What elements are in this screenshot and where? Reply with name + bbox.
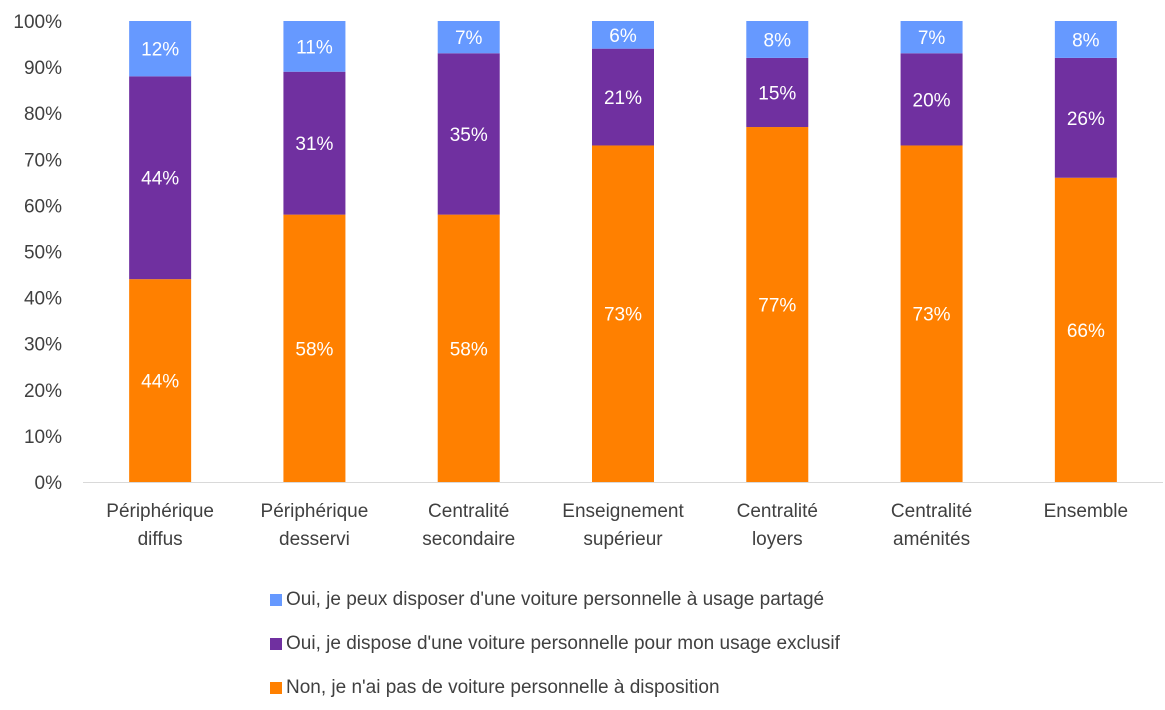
bar-segment — [283, 214, 346, 482]
legend-item-shared-car: Oui, je peux disposer d'une voiture pers… — [270, 578, 840, 622]
legend-item-exclusive-car: Oui, je dispose d'une voiture personnell… — [270, 622, 840, 666]
x-category-label: secondaire — [422, 529, 515, 550]
data-label: 73% — [604, 305, 642, 326]
data-label: 7% — [918, 28, 946, 49]
y-tick-label: 40% — [24, 289, 62, 310]
bar-segment — [900, 53, 963, 146]
stacked-bar-chart: 0% 10% 20% 30% 40% 50% 60% 70% 80% 90% 100% 44% 44% 1… — [13, 12, 1163, 550]
x-category-label: Enseignement — [562, 501, 684, 522]
data-label: 66% — [1067, 321, 1105, 342]
x-category-label: diffus — [138, 529, 183, 550]
bar-segment — [1054, 57, 1117, 178]
data-label: 7% — [455, 28, 483, 49]
bar-segment — [592, 21, 654, 49]
legend-item-no-car: Non, je n'ai pas de voiture personnelle … — [270, 666, 840, 710]
x-category-label: Périphérique — [106, 501, 214, 522]
data-label: 58% — [295, 339, 333, 360]
y-tick-label: 90% — [24, 58, 62, 79]
bar-segment — [129, 21, 192, 77]
x-category-label: Ensemble — [1044, 501, 1129, 522]
legend-swatch-exclusive-car — [270, 638, 282, 650]
x-category-label: desservi — [279, 529, 350, 550]
legend-label-exclusive-car: Oui, je dispose d'une voiture personnell… — [286, 633, 840, 654]
bar-segment — [900, 21, 963, 54]
bar-segment — [437, 53, 500, 215]
data-label: 12% — [141, 40, 179, 61]
x-category-label: supérieur — [583, 529, 663, 550]
bar-segment — [129, 76, 192, 280]
data-label: 73% — [913, 305, 951, 326]
y-tick-label: 100% — [13, 12, 62, 33]
x-category-label: Centralité — [428, 501, 509, 522]
bar-segment — [437, 21, 500, 54]
y-tick-label: 30% — [24, 335, 62, 356]
x-category-label: Périphérique — [261, 501, 369, 522]
bar-segment — [1054, 177, 1117, 483]
data-label: 8% — [1072, 30, 1100, 51]
data-label: 77% — [758, 296, 796, 317]
x-category-label: Centralité — [737, 501, 818, 522]
y-tick-label: 20% — [24, 381, 62, 402]
bar-segment — [746, 57, 809, 128]
bar-segment — [592, 145, 654, 482]
data-label: 35% — [450, 125, 488, 146]
y-tick-label: 80% — [24, 104, 62, 125]
y-tick-label: 60% — [24, 196, 62, 217]
bar-segment — [437, 214, 500, 482]
legend-swatch-shared-car — [270, 594, 282, 606]
y-tick-label: 0% — [35, 473, 63, 494]
data-label: 8% — [764, 30, 792, 51]
data-label: 44% — [141, 372, 179, 393]
x-category-label: loyers — [752, 529, 803, 550]
bar-segment — [283, 21, 346, 72]
data-label: 26% — [1067, 109, 1105, 130]
data-label: 31% — [295, 134, 333, 155]
chart-legend: Oui, je peux disposer d'une voiture pers… — [270, 578, 840, 710]
data-label: 20% — [913, 90, 951, 111]
bar-segment — [129, 279, 192, 482]
legend-label-no-car: Non, je n'ai pas de voiture personnelle … — [286, 677, 720, 698]
y-tick-label: 70% — [24, 150, 62, 171]
data-label: 44% — [141, 169, 179, 190]
data-label: 58% — [450, 339, 488, 360]
bar-segment — [900, 145, 963, 482]
data-label: 15% — [758, 83, 796, 104]
legend-label-shared-car: Oui, je peux disposer d'une voiture pers… — [286, 589, 825, 610]
data-label: 11% — [296, 37, 333, 58]
data-label: 21% — [604, 88, 642, 109]
bar-segment — [283, 71, 346, 215]
x-category-label: Centralité — [891, 501, 972, 522]
data-label: 6% — [609, 26, 637, 47]
y-tick-label: 10% — [24, 427, 62, 448]
bar-segment — [1054, 21, 1117, 58]
bar-segment — [746, 21, 809, 58]
y-tick-label: 50% — [24, 243, 62, 264]
bar-segment — [746, 127, 809, 482]
bar-segment — [592, 48, 654, 146]
legend-swatch-no-car — [270, 682, 282, 694]
x-category-label: aménités — [893, 529, 970, 550]
